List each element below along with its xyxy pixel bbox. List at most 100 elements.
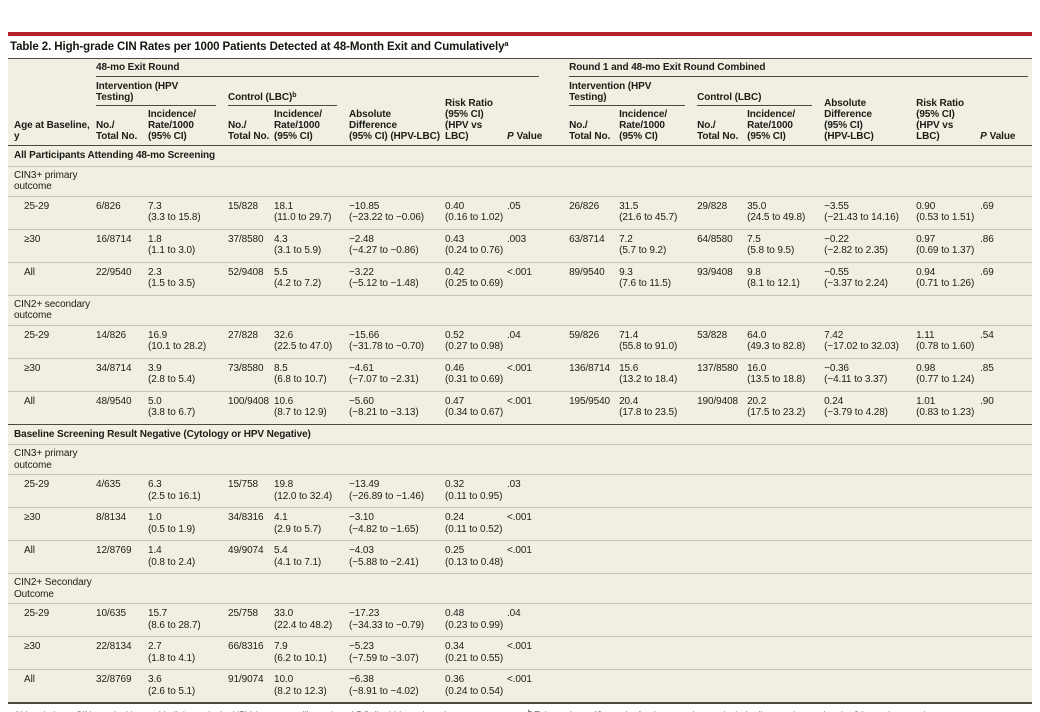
table-body: All Participants Attending 48-mo Screeni… <box>8 145 1033 704</box>
col-header-text: Risk Ratio <box>445 98 493 109</box>
value-cell: 0.25 (0.13 to 0.48) <box>445 541 507 574</box>
value-cell: −0.36 (−4.11 to 3.37) <box>824 358 916 391</box>
cell-value: 1.4 <box>148 545 162 556</box>
value-cell <box>980 604 1032 637</box>
table-row: ≥30 22/8134 2.7 (1.8 to 4.1) 66/8316 7.9 (6.2 … <box>8 636 1033 670</box>
footnote-b-marker: b <box>528 710 532 712</box>
value-cell: .04 <box>507 325 569 358</box>
table-row: ≥30 34/8714 3.9 (2.8 to 5.4) 73/8580 8.5 (6.8 … <box>8 358 1033 391</box>
col-header-text: No./ <box>697 120 716 131</box>
cell-value: .04 <box>507 329 521 341</box>
cell-value: 64.0 <box>747 329 767 341</box>
value-cell: 8.5 (6.8 to 10.7) <box>274 358 349 391</box>
cell-value: −3.10 <box>349 512 374 523</box>
value-cell: 37/8580 <box>228 229 274 262</box>
cell-value: 100/9408 <box>228 395 269 407</box>
col-header-text: (95% CI) <box>747 131 786 142</box>
value-cell: 0.48 (0.23 to 0.99) <box>445 604 507 637</box>
cell-ci: (−5.12 to −1.48) <box>349 278 419 289</box>
outcome-label: CIN3+ primary outcome <box>14 169 78 193</box>
cell-value: .90 <box>980 395 994 407</box>
cell-value: 1.11 <box>916 329 935 341</box>
subgroup-control-2-label: Control (LBC) <box>697 91 813 106</box>
value-cell: <.001 <box>507 637 569 670</box>
col-header-text: Incidence/ <box>148 109 196 120</box>
col-header-text: Incidence/ <box>747 109 796 120</box>
cell-value: 63/8714 <box>569 233 605 245</box>
cell-value: 0.46 <box>445 362 465 374</box>
col-header-text: Incidence/ <box>619 109 668 120</box>
cell-ci: (5.8 to 9.5) <box>747 245 795 256</box>
cell-value: 31.5 <box>619 200 639 212</box>
cell-ci: (22.4 to 48.2) <box>274 619 333 631</box>
col-header-text: Total No. <box>569 131 611 142</box>
cell-value: −13.49 <box>349 479 380 490</box>
col-header-text: Difference <box>824 109 873 120</box>
value-cell: .03 <box>507 475 569 508</box>
cell-ci: (−3.79 to 4.28) <box>824 407 888 418</box>
value-cell: 0.94 (0.71 to 1.26) <box>916 262 980 295</box>
value-cell: .04 <box>507 604 569 637</box>
cell-value: 2.7 <box>148 641 162 652</box>
value-cell: −4.61 (−7.07 to −2.31) <box>349 358 445 391</box>
value-cell: 18.1 (11.0 to 29.7) <box>274 196 349 229</box>
value-cell <box>619 670 697 704</box>
col-header-text: Absolute <box>824 98 867 109</box>
col-header-absdiff-1: Absolute Difference (95% CI) (HPV-LBC) <box>349 80 445 146</box>
value-cell: 1.01 (0.83 to 1.23) <box>916 391 980 424</box>
age-group-cell: 25-29 <box>24 329 50 341</box>
value-cell <box>697 475 747 508</box>
col-header-text: (95% CI) <box>148 131 187 142</box>
subgroup-intervention-2: Intervention (HPV Testing) <box>569 80 697 109</box>
cell-value: .69 <box>980 266 994 278</box>
value-cell: .90 <box>980 391 1032 424</box>
value-cell: −10.85 (−23.22 to −0.06) <box>349 196 445 229</box>
cell-ci: (0.31 to 0.69) <box>445 374 504 385</box>
cell-value: 0.97 <box>916 233 936 245</box>
col-header-text: Risk Ratio <box>916 98 964 109</box>
cell-ci: (−4.27 to −0.86) <box>349 245 419 256</box>
value-cell: −0.55 (−3.37 to 2.24) <box>824 262 916 295</box>
value-cell: −3.22 (−5.12 to −1.48) <box>349 262 445 295</box>
group-header-exit: 48-mo Exit Round <box>96 59 569 81</box>
value-cell <box>569 670 619 704</box>
value-cell <box>916 637 980 670</box>
value-cell: 6/826 <box>96 196 148 229</box>
outcome-label: CIN3+ primary outcome <box>14 448 78 471</box>
value-cell: 9.3 (7.6 to 11.5) <box>619 262 697 295</box>
value-cell <box>980 541 1032 574</box>
value-cell: 93/9408 <box>697 262 747 295</box>
col-header-pvalue-2: P Value <box>980 80 1032 146</box>
cell-value: <.001 <box>507 674 532 685</box>
cell-value: 15/758 <box>228 479 258 490</box>
col-header-text: No./ <box>96 120 115 131</box>
col-header-text: (95% CI) (HPV-LBC) <box>349 131 440 142</box>
cell-ci: (0.24 to 0.76) <box>445 245 504 256</box>
value-cell: .05 <box>507 196 569 229</box>
value-cell: −15.66 (−31.78 to −0.70) <box>349 325 445 358</box>
value-cell: .54 <box>980 325 1032 358</box>
value-cell <box>747 670 824 704</box>
value-cell: 1.4 (0.8 to 2.4) <box>148 541 228 574</box>
cell-ci: (−4.82 to −1.65) <box>349 523 419 535</box>
value-cell: <.001 <box>507 508 569 541</box>
cell-value: −0.36 <box>824 362 849 374</box>
value-cell: 63/8714 <box>569 229 619 262</box>
col-header-incidence-2: Incidence/Rate/1000 (95% CI) <box>274 109 349 146</box>
col-header-pvalue-1: P Value <box>507 80 569 146</box>
value-cell: 15.7 (8.6 to 28.7) <box>148 604 228 637</box>
cell-value: −4.61 <box>349 362 374 374</box>
value-cell: −4.03 (−5.88 to −2.41) <box>349 541 445 574</box>
value-cell: 33.0 (22.4 to 48.2) <box>274 604 349 637</box>
section-header-label: All Participants Attending 48-mo Screeni… <box>14 150 216 161</box>
cell-value: 10/635 <box>96 608 126 619</box>
cell-value: 18.1 <box>274 200 294 212</box>
cell-value: 49/9074 <box>228 545 264 556</box>
cell-value: 1.8 <box>148 233 162 245</box>
cell-ci: (24.5 to 49.8) <box>747 212 806 223</box>
value-cell <box>697 637 747 670</box>
value-cell: 64.0 (49.3 to 82.8) <box>747 325 824 358</box>
cell-value: 5.5 <box>274 266 288 278</box>
value-cell: 16/8714 <box>96 229 148 262</box>
value-cell: 49/9074 <box>228 541 274 574</box>
